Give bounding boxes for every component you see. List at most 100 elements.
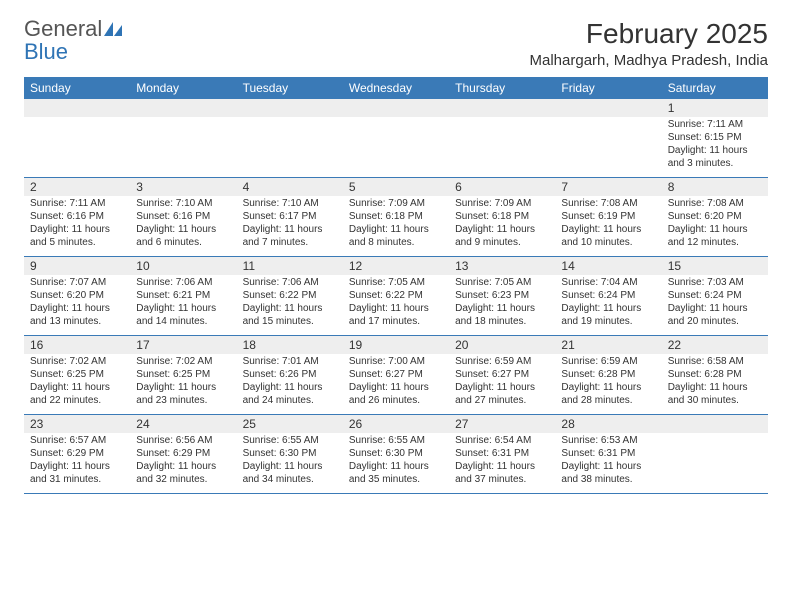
logo-sail-icon	[104, 22, 122, 41]
day-number: 5	[343, 178, 449, 196]
sunset-text: Sunset: 6:20 PM	[30, 289, 124, 302]
day-details: Sunrise: 7:04 AMSunset: 6:24 PMDaylight:…	[555, 275, 661, 335]
day-details: Sunrise: 7:08 AMSunset: 6:20 PMDaylight:…	[662, 196, 768, 256]
day-number: 10	[130, 257, 236, 275]
sunset-text: Sunset: 6:18 PM	[349, 210, 443, 223]
day-details: Sunrise: 7:07 AMSunset: 6:20 PMDaylight:…	[24, 275, 130, 335]
day-number: 12	[343, 257, 449, 275]
daynum-row: 9101112131415	[24, 257, 768, 275]
day-details: Sunrise: 6:59 AMSunset: 6:27 PMDaylight:…	[449, 354, 555, 414]
sunset-text: Sunset: 6:30 PM	[349, 447, 443, 460]
sunrise-text: Sunrise: 6:57 AM	[30, 434, 124, 447]
day-details: Sunrise: 7:06 AMSunset: 6:22 PMDaylight:…	[237, 275, 343, 335]
day-number: 9	[24, 257, 130, 275]
day-number: 8	[662, 178, 768, 196]
sunset-text: Sunset: 6:15 PM	[668, 131, 762, 144]
sunrise-text: Sunrise: 6:55 AM	[243, 434, 337, 447]
sunset-text: Sunset: 6:28 PM	[668, 368, 762, 381]
daylight-text: Daylight: 11 hours and 28 minutes.	[561, 381, 655, 407]
daynum-row: 2345678	[24, 178, 768, 196]
sunrise-text: Sunrise: 6:56 AM	[136, 434, 230, 447]
sunset-text: Sunset: 6:31 PM	[455, 447, 549, 460]
day-details: Sunrise: 6:59 AMSunset: 6:28 PMDaylight:…	[555, 354, 661, 414]
month-title: February 2025	[530, 18, 768, 50]
day-number	[237, 99, 343, 117]
sunrise-text: Sunrise: 7:00 AM	[349, 355, 443, 368]
day-header-mon: Monday	[130, 77, 236, 99]
day-details: Sunrise: 7:09 AMSunset: 6:18 PMDaylight:…	[449, 196, 555, 256]
sunset-text: Sunset: 6:22 PM	[349, 289, 443, 302]
day-header-row: Sunday Monday Tuesday Wednesday Thursday…	[24, 77, 768, 99]
sunset-text: Sunset: 6:19 PM	[561, 210, 655, 223]
day-details	[449, 117, 555, 177]
day-details: Sunrise: 7:00 AMSunset: 6:27 PMDaylight:…	[343, 354, 449, 414]
day-header-fri: Friday	[555, 77, 661, 99]
day-details: Sunrise: 7:10 AMSunset: 6:17 PMDaylight:…	[237, 196, 343, 256]
sunrise-text: Sunrise: 7:06 AM	[136, 276, 230, 289]
day-details: Sunrise: 6:58 AMSunset: 6:28 PMDaylight:…	[662, 354, 768, 414]
sunrise-text: Sunrise: 7:09 AM	[455, 197, 549, 210]
daylight-text: Daylight: 11 hours and 31 minutes.	[30, 460, 124, 486]
sunrise-text: Sunrise: 7:11 AM	[30, 197, 124, 210]
sunset-text: Sunset: 6:30 PM	[243, 447, 337, 460]
sunrise-text: Sunrise: 7:08 AM	[561, 197, 655, 210]
day-details: Sunrise: 6:53 AMSunset: 6:31 PMDaylight:…	[555, 433, 661, 493]
header: General Blue February 2025 Malhargarh, M…	[24, 18, 768, 69]
daylight-text: Daylight: 11 hours and 12 minutes.	[668, 223, 762, 249]
day-number: 20	[449, 336, 555, 354]
day-number: 22	[662, 336, 768, 354]
details-row: Sunrise: 7:11 AMSunset: 6:16 PMDaylight:…	[24, 196, 768, 256]
sunset-text: Sunset: 6:16 PM	[136, 210, 230, 223]
daylight-text: Daylight: 11 hours and 26 minutes.	[349, 381, 443, 407]
daynum-row: 16171819202122	[24, 336, 768, 354]
day-details: Sunrise: 6:56 AMSunset: 6:29 PMDaylight:…	[130, 433, 236, 493]
daylight-text: Daylight: 11 hours and 5 minutes.	[30, 223, 124, 249]
day-details: Sunrise: 7:02 AMSunset: 6:25 PMDaylight:…	[130, 354, 236, 414]
daylight-text: Daylight: 11 hours and 27 minutes.	[455, 381, 549, 407]
weeks-container: 1Sunrise: 7:11 AMSunset: 6:15 PMDaylight…	[24, 99, 768, 494]
day-details: Sunrise: 6:57 AMSunset: 6:29 PMDaylight:…	[24, 433, 130, 493]
daylight-text: Daylight: 11 hours and 10 minutes.	[561, 223, 655, 249]
sunset-text: Sunset: 6:17 PM	[243, 210, 337, 223]
details-row: Sunrise: 7:11 AMSunset: 6:15 PMDaylight:…	[24, 117, 768, 177]
day-details: Sunrise: 7:10 AMSunset: 6:16 PMDaylight:…	[130, 196, 236, 256]
day-number: 11	[237, 257, 343, 275]
day-details	[24, 117, 130, 177]
logo-text-block: General Blue	[24, 18, 122, 64]
day-number: 14	[555, 257, 661, 275]
day-header-sat: Saturday	[662, 77, 768, 99]
sunset-text: Sunset: 6:29 PM	[136, 447, 230, 460]
sunset-text: Sunset: 6:31 PM	[561, 447, 655, 460]
logo-text-general: General	[24, 16, 102, 41]
day-number: 6	[449, 178, 555, 196]
day-details	[343, 117, 449, 177]
sunrise-text: Sunrise: 6:53 AM	[561, 434, 655, 447]
daylight-text: Daylight: 11 hours and 24 minutes.	[243, 381, 337, 407]
day-number	[449, 99, 555, 117]
day-details: Sunrise: 7:05 AMSunset: 6:23 PMDaylight:…	[449, 275, 555, 335]
day-number: 3	[130, 178, 236, 196]
day-details: Sunrise: 7:09 AMSunset: 6:18 PMDaylight:…	[343, 196, 449, 256]
day-details: Sunrise: 7:06 AMSunset: 6:21 PMDaylight:…	[130, 275, 236, 335]
daynum-row: 232425262728	[24, 415, 768, 433]
week-row: 1Sunrise: 7:11 AMSunset: 6:15 PMDaylight…	[24, 99, 768, 178]
sunrise-text: Sunrise: 7:06 AM	[243, 276, 337, 289]
location: Malhargarh, Madhya Pradesh, India	[530, 52, 768, 69]
sunrise-text: Sunrise: 7:10 AM	[136, 197, 230, 210]
daylight-text: Daylight: 11 hours and 20 minutes.	[668, 302, 762, 328]
day-details	[130, 117, 236, 177]
daylight-text: Daylight: 11 hours and 32 minutes.	[136, 460, 230, 486]
day-number	[343, 99, 449, 117]
sunrise-text: Sunrise: 6:59 AM	[561, 355, 655, 368]
daylight-text: Daylight: 11 hours and 6 minutes.	[136, 223, 230, 249]
calendar: Sunday Monday Tuesday Wednesday Thursday…	[24, 77, 768, 494]
day-number: 27	[449, 415, 555, 433]
day-header-wed: Wednesday	[343, 77, 449, 99]
daylight-text: Daylight: 11 hours and 38 minutes.	[561, 460, 655, 486]
daylight-text: Daylight: 11 hours and 34 minutes.	[243, 460, 337, 486]
day-number: 25	[237, 415, 343, 433]
day-number: 17	[130, 336, 236, 354]
logo: General Blue	[24, 18, 122, 64]
daylight-text: Daylight: 11 hours and 13 minutes.	[30, 302, 124, 328]
day-number: 16	[24, 336, 130, 354]
